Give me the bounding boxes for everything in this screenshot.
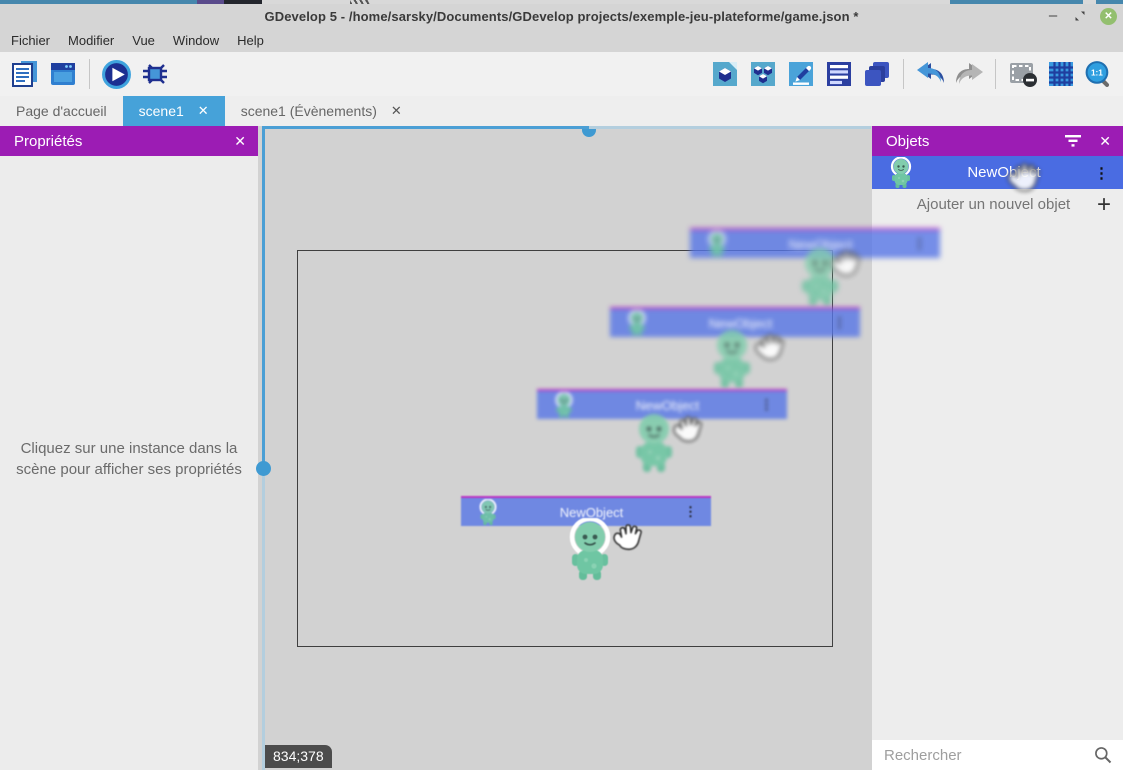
tab-label: scene1 (Évènements)	[240, 103, 377, 119]
close-glyph: ✕	[1104, 10, 1113, 22]
toolbar: 1:1	[0, 52, 1123, 96]
filter-icon[interactable]	[1065, 135, 1082, 147]
edge-seg	[0, 0, 197, 4]
title-bar: GDevelop 5 - /home/sarsky/Documents/GDev…	[0, 4, 1123, 28]
plus-icon[interactable]: +	[1096, 190, 1111, 218]
toolbar-separator	[89, 59, 90, 89]
edit-scene-icon[interactable]	[784, 57, 817, 91]
tab-label: Page d'accueil	[16, 103, 107, 119]
tab-page-accueil[interactable]: Page d'accueil	[0, 96, 123, 126]
objects-panel: Objets ✕ NewObject ⋮ Aj	[872, 126, 1123, 770]
menu-vue[interactable]: Vue	[132, 32, 155, 48]
toolbar-separator	[995, 59, 996, 89]
horizontal-scroll-handle[interactable]	[582, 129, 596, 137]
layers-list-icon[interactable]	[822, 57, 855, 91]
tab-close-icon[interactable]: ✕	[197, 103, 209, 118]
vertical-scrollbar[interactable]	[262, 126, 265, 468]
window-title: GDevelop 5 - /home/sarsky/Documents/GDev…	[264, 8, 859, 24]
toolbar-left-group	[8, 57, 171, 91]
scene-canvas[interactable]: 834;378	[256, 126, 872, 770]
add-object-row[interactable]: Ajouter un nouvel objet +	[872, 189, 1123, 220]
close-button[interactable]: ✕	[1100, 7, 1117, 25]
desktop-edge-strip	[0, 0, 1123, 4]
project-manager-icon[interactable]	[8, 57, 41, 91]
add-object-label: Ajouter un nouvel objet	[916, 196, 1071, 213]
debug-icon[interactable]	[138, 57, 171, 91]
menu-modifier[interactable]: Modifier	[68, 32, 115, 48]
object-menu-dots-icon[interactable]: ⋮	[1094, 164, 1109, 182]
preview-window-icon[interactable]	[46, 57, 79, 91]
properties-close-icon[interactable]: ✕	[234, 132, 246, 149]
properties-panel: Propriétés ✕ Cliquez sur une instance da…	[0, 126, 258, 770]
edge-seg	[1096, 0, 1123, 4]
menu-help[interactable]: Help	[237, 32, 264, 48]
tab-label: scene1	[138, 103, 184, 119]
properties-panel-header: Propriétés ✕	[0, 126, 258, 156]
edge-seg	[350, 0, 370, 4]
menu-fichier[interactable]: Fichier	[11, 32, 51, 48]
add-object-icon[interactable]	[708, 57, 741, 91]
toolbar-right-group: 1:1	[708, 57, 1115, 91]
instances-cubes-icon[interactable]	[746, 57, 779, 91]
tab-bar: Page d'accueil scene1 ✕ scene1 (Évènemen…	[0, 96, 1123, 126]
search-icon	[1093, 745, 1113, 765]
tab-scene1[interactable]: scene1 ✕	[122, 96, 225, 126]
zoom-label: 1:1	[1091, 68, 1103, 77]
redo-icon[interactable]	[952, 57, 985, 91]
edge-seg	[224, 0, 262, 4]
object-thumbnail-alien	[888, 157, 914, 189]
menu-window[interactable]: Window	[172, 32, 220, 48]
objects-panel-header: Objets ✕	[872, 126, 1123, 156]
edge-seg	[197, 0, 224, 4]
objects-search-bar	[872, 740, 1123, 770]
scene-window-frame	[297, 250, 833, 647]
minimize-button[interactable]: –	[1048, 7, 1058, 24]
mask-toggle-icon[interactable]	[1006, 57, 1039, 91]
window-controls: – ✕	[1046, 4, 1117, 28]
menu-bar: Fichier Modifier Vue Window Help	[0, 28, 1123, 52]
vertical-scroll-handle[interactable]	[256, 461, 271, 476]
tab-scene1-evenements[interactable]: scene1 (Évènements) ✕	[225, 96, 418, 126]
horizontal-scrollbar[interactable]	[265, 126, 589, 129]
undo-icon[interactable]	[914, 57, 947, 91]
tab-close-icon[interactable]: ✕	[390, 103, 402, 118]
properties-empty-message: Cliquez sur une instance dans la scène p…	[16, 440, 242, 478]
restore-button[interactable]	[1074, 10, 1086, 22]
toolbar-separator	[903, 59, 904, 89]
play-preview-icon[interactable]	[100, 57, 133, 91]
properties-panel-title: Propriétés	[14, 132, 83, 150]
object-name: NewObject	[967, 164, 1041, 181]
edge-seg	[950, 0, 1083, 4]
main-area: Propriétés ✕ Cliquez sur une instance da…	[0, 126, 1123, 770]
objects-close-icon[interactable]: ✕	[1099, 132, 1111, 149]
object-list-item-newobject[interactable]: NewObject ⋮	[872, 156, 1123, 189]
horizontal-scrollbar-track[interactable]	[589, 126, 871, 129]
cursor-coordinates-badge: 834;378	[265, 745, 332, 768]
search-input[interactable]	[872, 746, 1093, 764]
objects-stack-icon[interactable]	[860, 57, 893, 91]
objects-panel-title: Objets	[886, 132, 930, 150]
vertical-scrollbar-track[interactable]	[262, 468, 265, 770]
grid-toggle-icon[interactable]	[1044, 57, 1077, 91]
zoom-1-1-icon[interactable]: 1:1	[1082, 57, 1115, 91]
